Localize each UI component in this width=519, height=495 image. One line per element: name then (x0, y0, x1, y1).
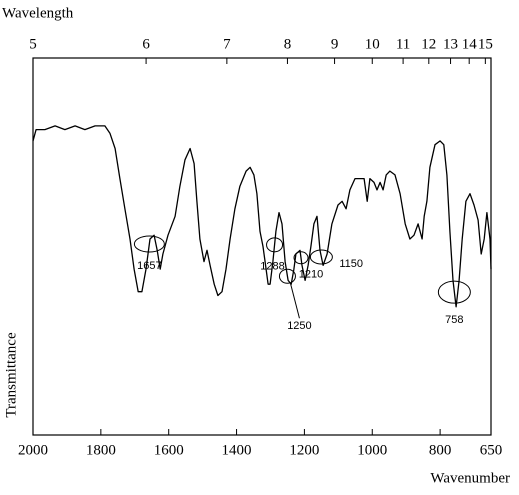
annotation-circle (309, 249, 333, 265)
x2-tick-label: 7 (223, 36, 231, 52)
x2-tick-label: 15 (478, 36, 493, 52)
x-tick-label: 1200 (289, 442, 319, 458)
top-axis-label: Wavelength (2, 5, 74, 21)
annotation-circle (293, 251, 309, 265)
annotation-circle (437, 280, 471, 304)
x-axis-label: Wavenumber (430, 470, 510, 486)
annotation-circle (266, 237, 284, 253)
x-tick-label: 1800 (86, 442, 116, 458)
annotation-label: 1657 (137, 260, 161, 272)
x2-tick-label: 9 (331, 36, 339, 52)
x2-tick-label: 8 (284, 36, 292, 52)
annotation-label: 758 (445, 314, 463, 326)
x2-tick-label: 13 (443, 36, 458, 52)
x-tick-label: 650 (480, 442, 503, 458)
x2-tick-label: 12 (421, 36, 436, 52)
annotation-label: 1150 (339, 258, 363, 270)
x-tick-label: 1600 (154, 442, 184, 458)
annotation-circle (278, 268, 296, 284)
annotation-leader (289, 283, 300, 319)
annotation-label: 1288 (260, 261, 284, 273)
annotation-label: 1250 (287, 320, 311, 332)
annotation-label: 1210 (299, 269, 323, 281)
x-tick-label: 800 (429, 442, 452, 458)
x2-tick-label: 14 (462, 36, 478, 52)
plot-frame (32, 57, 492, 436)
x2-tick-label: 11 (396, 36, 410, 52)
x2-tick-label: 6 (142, 36, 150, 52)
x-tick-label: 1400 (222, 442, 252, 458)
x-tick-label: 1000 (357, 442, 387, 458)
x-tick-label: 2000 (18, 442, 48, 458)
annotation-circle (133, 235, 165, 253)
y-axis-label: Transmittance (3, 332, 19, 418)
x2-tick-label: 10 (365, 36, 380, 52)
spectrum-line (32, 125, 492, 308)
x2-tick-label: 5 (29, 36, 37, 52)
